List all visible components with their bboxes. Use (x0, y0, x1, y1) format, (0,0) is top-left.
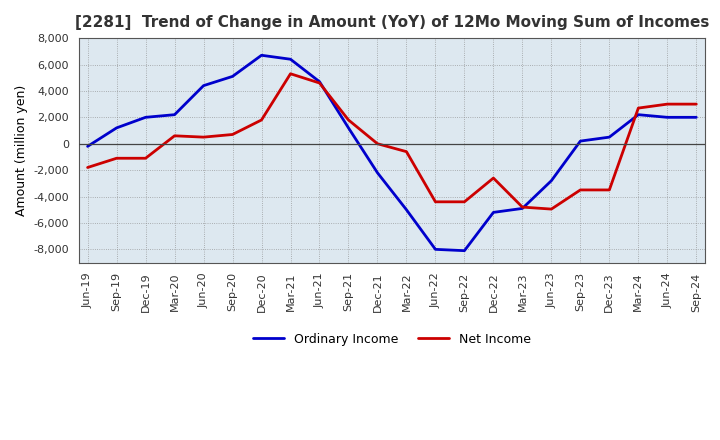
Ordinary Income (170, 112, 179, 117)
Ordinary Income (199, 83, 208, 88)
Ordinary Income (344, 125, 353, 131)
Net Income (84, 165, 92, 170)
Net Income (460, 199, 469, 205)
Net Income (547, 206, 556, 212)
Net Income (344, 117, 353, 123)
Ordinary Income (257, 53, 266, 58)
Title: [2281]  Trend of Change in Amount (YoY) of 12Mo Moving Sum of Incomes: [2281] Trend of Change in Amount (YoY) o… (75, 15, 709, 30)
Net Income (518, 205, 527, 210)
Ordinary Income (692, 115, 701, 120)
Net Income (634, 106, 643, 111)
Ordinary Income (634, 112, 643, 117)
Net Income (199, 135, 208, 140)
Ordinary Income (431, 247, 440, 252)
Ordinary Income (663, 115, 672, 120)
Net Income (228, 132, 237, 137)
Net Income (286, 71, 294, 77)
Net Income (112, 156, 121, 161)
Net Income (402, 149, 411, 154)
Ordinary Income (84, 144, 92, 149)
Ordinary Income (576, 139, 585, 144)
Net Income (663, 102, 672, 107)
Ordinary Income (605, 135, 613, 140)
Line: Ordinary Income: Ordinary Income (88, 55, 696, 251)
Net Income (257, 117, 266, 123)
Y-axis label: Amount (million yen): Amount (million yen) (15, 85, 28, 216)
Ordinary Income (373, 170, 382, 176)
Ordinary Income (460, 248, 469, 253)
Ordinary Income (141, 115, 150, 120)
Net Income (605, 187, 613, 193)
Net Income (489, 176, 498, 181)
Net Income (315, 81, 324, 86)
Ordinary Income (489, 210, 498, 215)
Net Income (373, 141, 382, 147)
Ordinary Income (286, 57, 294, 62)
Ordinary Income (315, 79, 324, 84)
Line: Net Income: Net Income (88, 74, 696, 209)
Ordinary Income (402, 207, 411, 213)
Net Income (692, 102, 701, 107)
Net Income (141, 156, 150, 161)
Net Income (576, 187, 585, 193)
Legend: Ordinary Income, Net Income: Ordinary Income, Net Income (248, 327, 536, 351)
Net Income (431, 199, 440, 205)
Ordinary Income (112, 125, 121, 131)
Ordinary Income (518, 206, 527, 211)
Ordinary Income (547, 178, 556, 183)
Ordinary Income (228, 74, 237, 79)
Net Income (170, 133, 179, 139)
